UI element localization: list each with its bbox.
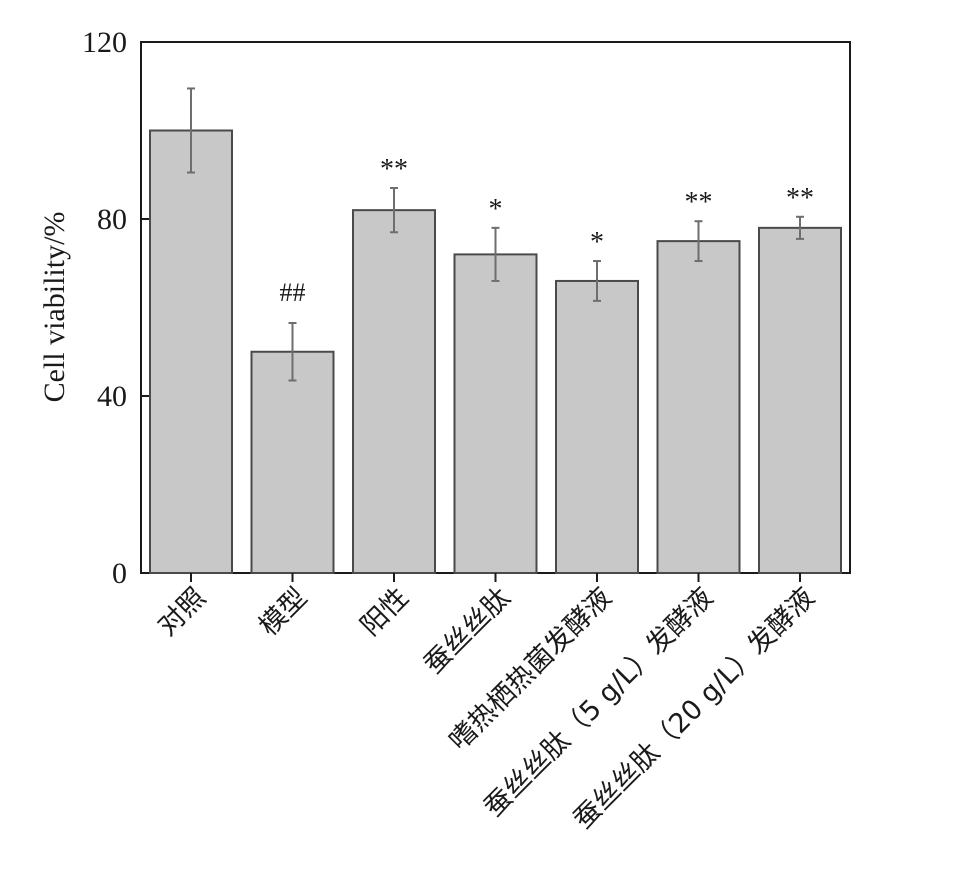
x-tick-label: 模型 xyxy=(253,582,313,642)
bar xyxy=(453,253,538,574)
x-tick-label: 对照 xyxy=(152,582,212,642)
bar xyxy=(250,350,335,574)
y-axis: 0 40 80 120 xyxy=(82,26,150,590)
significance-label: ** xyxy=(786,183,814,214)
significance-label: * xyxy=(489,194,503,225)
bars-group: ##****** ** xyxy=(149,87,842,574)
bar xyxy=(555,279,639,574)
y-tick-label: 40 xyxy=(97,380,127,413)
y-axis-label: Cell viability/% xyxy=(38,212,71,403)
bar xyxy=(758,226,842,574)
significance-label: ** xyxy=(685,187,713,218)
y-tick-label: 0 xyxy=(112,557,127,590)
bar xyxy=(352,209,436,574)
significance-label: ** xyxy=(380,154,408,185)
x-tick-label: 阳性 xyxy=(355,582,415,642)
x-tick-label: 蚕丝丝肽 xyxy=(418,582,516,680)
y-tick-label: 80 xyxy=(97,203,127,236)
bar xyxy=(656,240,741,574)
y-tick-label: 120 xyxy=(82,26,127,59)
bar xyxy=(149,129,233,574)
significance-label: * xyxy=(590,227,604,258)
significance-label: ## xyxy=(280,278,306,307)
